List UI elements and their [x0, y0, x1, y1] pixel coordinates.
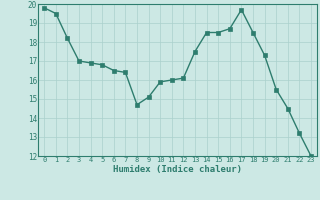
X-axis label: Humidex (Indice chaleur): Humidex (Indice chaleur): [113, 165, 242, 174]
